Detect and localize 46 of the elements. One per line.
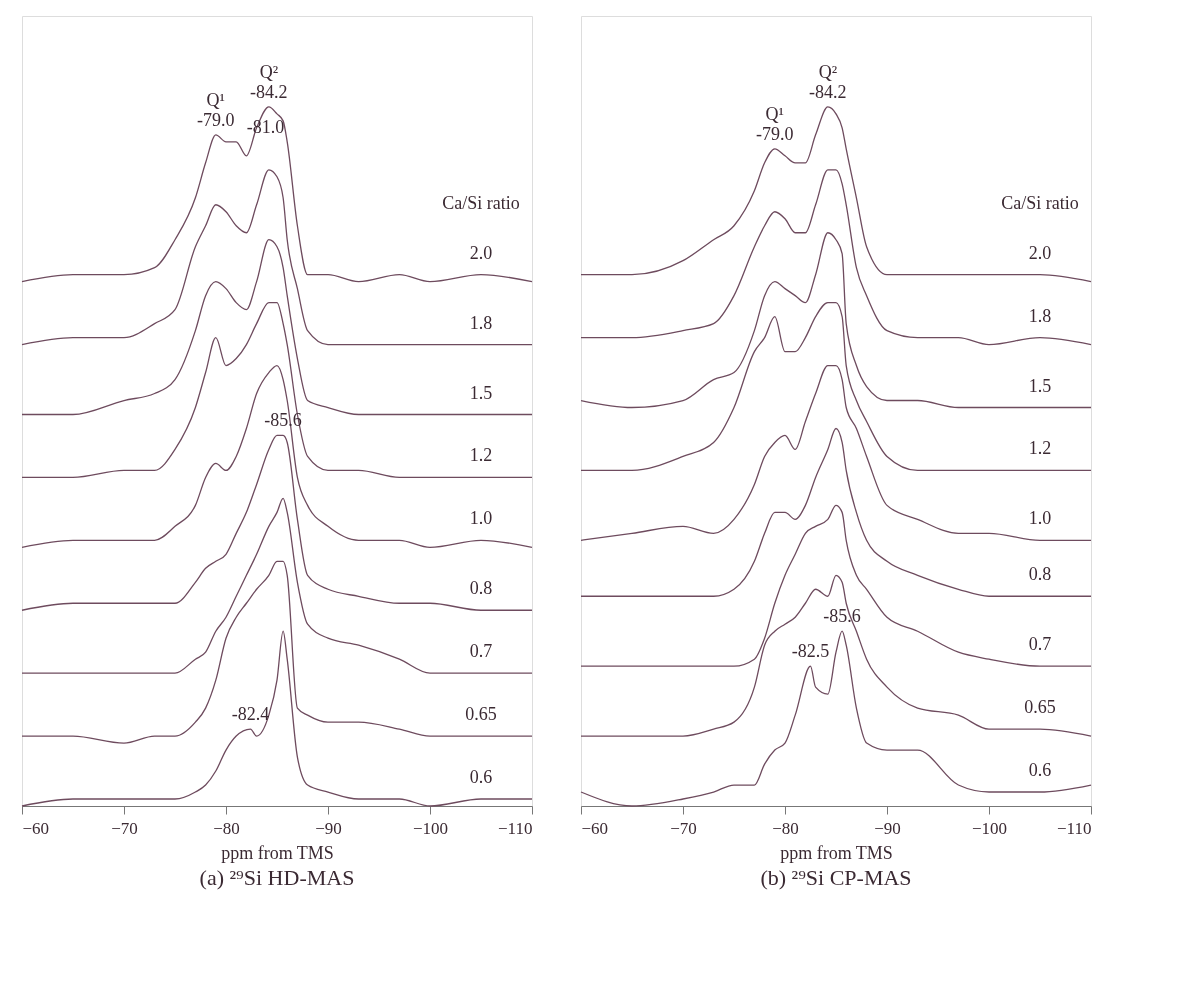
text: (b) ²⁹Si CP-MAS: [760, 865, 912, 890]
x-tick-label: −100: [412, 818, 449, 838]
annotation: Q²: [259, 61, 279, 82]
x-tick-label: −100: [971, 818, 1008, 838]
x-tick-label: −90: [315, 818, 342, 838]
annotation: -82.5: [791, 641, 830, 662]
annotation: -84.2: [250, 81, 288, 102]
series-label: 0.7: [1028, 634, 1052, 655]
annotation: Ca/Si ratio: [1001, 192, 1079, 213]
series-label: 0.65: [1024, 697, 1056, 718]
x-tick-label: −110: [1057, 818, 1092, 838]
series-label: 2.0: [1028, 242, 1052, 263]
annotation: -79.0: [197, 109, 235, 130]
series-label: 1.0: [469, 508, 493, 529]
annotation: Ca/Si ratio: [442, 192, 520, 213]
text: (a) ²⁹Si HD-MAS: [199, 865, 355, 890]
series-label: 0.6: [1028, 760, 1052, 781]
annotation: Q¹: [765, 103, 784, 124]
x-tick-label: −80: [213, 818, 240, 838]
series-label: 1.8: [469, 312, 493, 333]
x-tick-label: −90: [874, 818, 901, 838]
annotation: Q¹: [206, 89, 225, 110]
series-label: 0.8: [1028, 564, 1052, 585]
series-label: 1.5: [1028, 375, 1052, 396]
series-label: 1.2: [1028, 438, 1052, 459]
x-tick-label: −80: [772, 818, 799, 838]
annotation: -82.4: [231, 704, 270, 725]
series-label: 1.2: [469, 445, 493, 466]
series-label: 0.8: [469, 578, 493, 599]
x-tick-label: −70: [111, 818, 138, 838]
annotation: -84.2: [809, 81, 847, 102]
series-label: 1.5: [469, 382, 493, 403]
series-label: 0.65: [465, 704, 497, 725]
series-label: 2.0: [469, 242, 493, 263]
x-axis-title: ppm from TMS: [221, 842, 334, 863]
annotation: -79.0: [756, 123, 794, 144]
x-tick-label: −60: [581, 818, 609, 838]
series-label: 0.6: [469, 767, 493, 788]
series-label: 1.0: [1028, 508, 1052, 529]
x-axis-title: ppm from TMS: [780, 842, 893, 863]
x-tick-label: −70: [670, 818, 697, 838]
series-label: 0.7: [469, 641, 493, 662]
annotation: Q²: [818, 61, 838, 82]
series-label: 1.8: [1028, 305, 1052, 326]
x-tick-label: −60: [22, 818, 50, 838]
x-tick-label: −110: [498, 818, 533, 838]
